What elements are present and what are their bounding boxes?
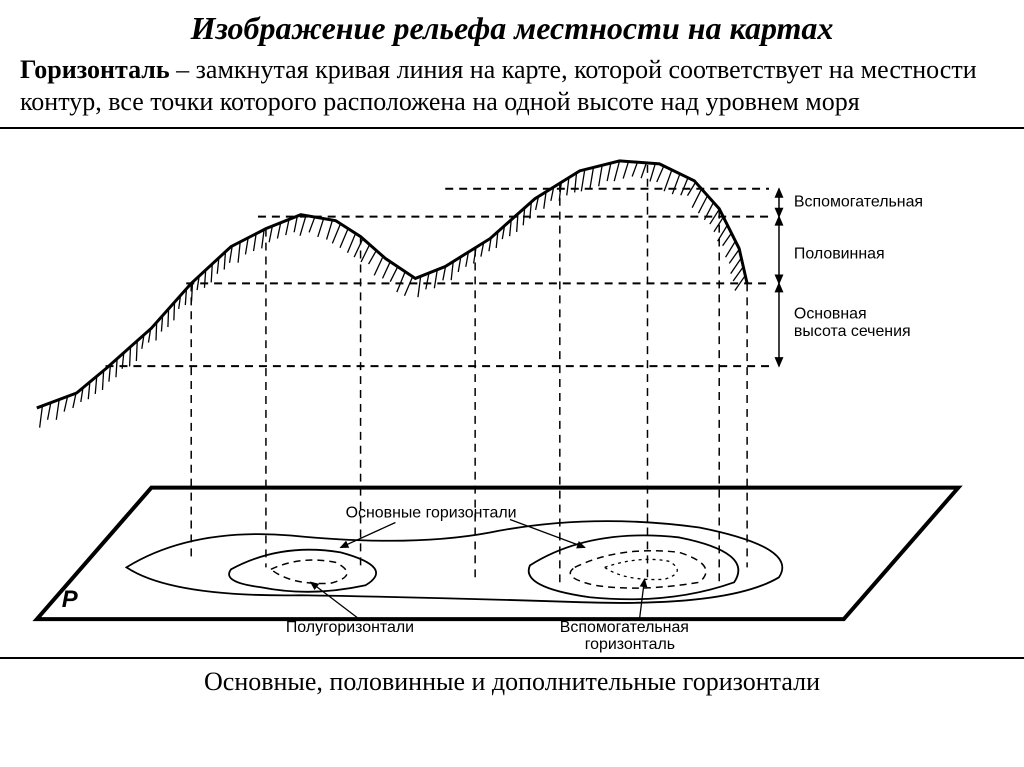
svg-text:горизонталь: горизонталь: [585, 636, 675, 653]
diagram-svg: Вспомогательная Половинная Основнаявысота …: [0, 129, 1024, 657]
page-title: Изображение рельефа местности на картах: [0, 0, 1024, 52]
contour-lines: [126, 522, 782, 604]
terrain-hatching: [40, 161, 746, 428]
terrain-diagram: Вспомогательная Половинная Основнаявысота …: [0, 127, 1024, 657]
svg-text:Вспомогательная: Вспомогательная: [560, 620, 689, 637]
svg-text:Вспомогательная: Вспомогательная: [794, 194, 923, 211]
svg-text:Основная: Основная: [794, 306, 867, 323]
dimension-arrows: Вспомогательная Половинная Основнаявысота …: [779, 189, 923, 366]
contour-labels: Основные горизонтали Полугоризонтали Вспом…: [286, 505, 689, 654]
svg-text:Половинная: Половинная: [794, 246, 885, 263]
svg-text:Основные горизонтали: Основные горизонтали: [346, 505, 517, 522]
terrain-profile: [37, 161, 747, 408]
definition-term: Горизонталь: [20, 55, 170, 84]
svg-text:Полугоризонтали: Полугоризонтали: [286, 620, 414, 637]
diagram-caption: Основные, половинные и дополнительные го…: [0, 657, 1024, 705]
plane-label: P: [62, 587, 78, 614]
svg-text:высота сечения: высота сечения: [794, 324, 911, 341]
definition-text: Горизонталь – замкнутая кривая линия на …: [0, 52, 1024, 127]
